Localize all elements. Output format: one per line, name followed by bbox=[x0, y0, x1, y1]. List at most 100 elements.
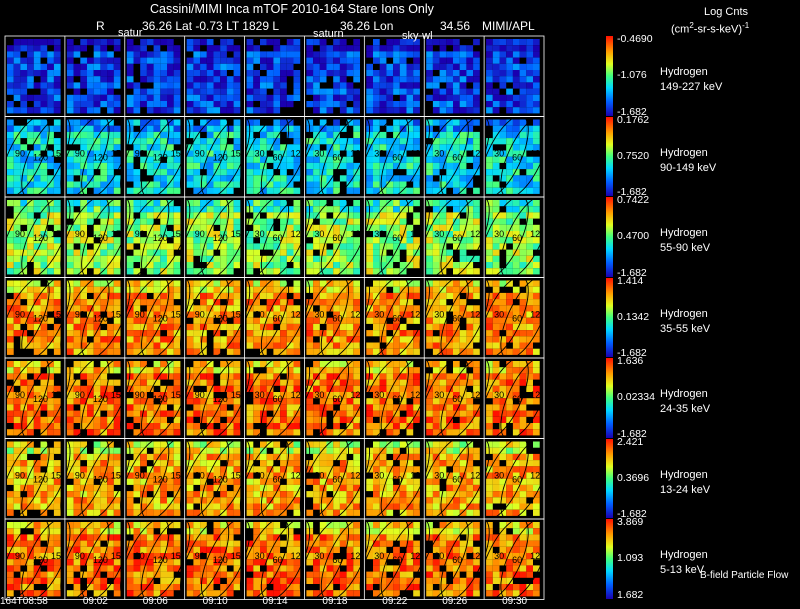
heatmap-cell bbox=[193, 565, 201, 572]
heatmap-cell bbox=[280, 361, 287, 368]
heatmap-cell bbox=[93, 398, 101, 405]
heatmap-cell bbox=[253, 200, 260, 207]
heatmap-cell bbox=[213, 385, 221, 392]
heatmap-cell bbox=[146, 305, 154, 312]
heatmap-cell bbox=[53, 125, 61, 132]
heatmap-cell bbox=[186, 119, 194, 126]
heatmap-cell bbox=[366, 218, 373, 225]
heatmap-cell bbox=[266, 70, 274, 77]
heatmap-cell bbox=[160, 212, 167, 219]
heatmap-cell bbox=[286, 472, 294, 479]
heatmap-cell bbox=[100, 119, 108, 126]
heatmap-cell bbox=[193, 243, 201, 250]
heatmap-cell bbox=[319, 330, 327, 337]
heatmap-cell bbox=[173, 466, 181, 473]
heatmap-cell bbox=[173, 460, 181, 467]
heatmap-cell bbox=[426, 385, 433, 392]
heatmap-cell bbox=[499, 379, 507, 386]
heatmap-cell bbox=[193, 138, 201, 145]
heatmap-cell bbox=[533, 156, 540, 163]
heatmap-cell bbox=[333, 484, 340, 492]
heatmap-cell bbox=[353, 367, 360, 374]
heatmap-cell bbox=[93, 460, 101, 467]
heatmap-cell bbox=[333, 237, 340, 244]
heatmap-cell bbox=[266, 416, 274, 423]
heatmap-cell bbox=[186, 311, 194, 318]
heatmap-cell bbox=[519, 342, 527, 349]
heatmap-cell bbox=[73, 336, 81, 343]
heatmap-cell bbox=[260, 497, 267, 504]
heatmap-cell bbox=[160, 63, 167, 70]
heatmap-cell bbox=[512, 410, 520, 417]
heatmap-cell bbox=[100, 224, 108, 231]
heatmap-cell bbox=[40, 63, 48, 70]
heatmap-cell bbox=[20, 88, 28, 95]
heatmap-cell bbox=[512, 156, 520, 163]
heatmap-cell bbox=[213, 162, 221, 170]
heatmap-cell bbox=[220, 398, 227, 405]
heatmap-cell bbox=[13, 286, 21, 293]
heatmap-cell bbox=[346, 280, 354, 287]
heatmap-cell bbox=[33, 503, 41, 510]
heatmap-cell bbox=[193, 447, 201, 454]
heatmap-cell bbox=[486, 144, 493, 151]
heatmap-cell bbox=[126, 590, 134, 597]
heatmap-cell bbox=[33, 373, 41, 380]
heatmap-cell bbox=[486, 441, 493, 448]
heatmap-cell bbox=[266, 255, 274, 262]
heatmap-cell bbox=[260, 509, 267, 516]
heatmap-cell bbox=[319, 125, 327, 132]
heatmap-cell bbox=[533, 361, 540, 368]
heatmap-cell bbox=[386, 162, 394, 170]
heatmap-cell bbox=[167, 410, 174, 417]
heatmap-cell bbox=[20, 522, 28, 529]
heatmap-cell bbox=[107, 268, 114, 275]
heatmap-cell bbox=[213, 82, 221, 89]
heatmap-cell bbox=[459, 224, 467, 231]
heatmap-cell bbox=[446, 262, 453, 269]
heatmap-cell bbox=[333, 361, 340, 368]
heatmap-cell bbox=[233, 212, 241, 219]
heatmap-cell bbox=[200, 336, 207, 343]
heatmap-cell bbox=[280, 503, 287, 510]
heatmap-cell bbox=[226, 559, 234, 566]
heatmap-cell bbox=[313, 484, 320, 492]
heatmap-cell bbox=[260, 460, 267, 467]
heatmap-cell bbox=[413, 379, 420, 386]
heatmap-cell bbox=[246, 299, 254, 306]
heatmap-cell bbox=[306, 379, 314, 386]
heatmap-cell bbox=[213, 200, 221, 207]
heatmap-cell bbox=[366, 268, 373, 275]
heatmap-cell bbox=[386, 255, 394, 262]
heatmap-cell bbox=[526, 286, 533, 293]
heatmap-cell bbox=[353, 131, 360, 139]
heatmap-cell bbox=[346, 509, 354, 516]
heatmap-cell bbox=[492, 218, 500, 225]
heatmap-cell bbox=[466, 429, 474, 436]
heatmap-cell bbox=[266, 292, 274, 300]
heatmap-cell bbox=[319, 385, 327, 392]
heatmap-cell bbox=[432, 497, 440, 504]
heatmap-cell bbox=[200, 125, 207, 132]
heatmap-cell bbox=[226, 150, 234, 157]
heatmap-cell bbox=[426, 491, 433, 498]
heatmap-cell bbox=[313, 76, 320, 83]
heatmap-cell bbox=[20, 150, 28, 157]
heatmap-cell bbox=[40, 385, 48, 392]
heatmap-cell bbox=[432, 268, 440, 275]
heatmap-cell bbox=[313, 57, 320, 64]
heatmap-cell bbox=[499, 416, 507, 423]
heatmap-cell bbox=[47, 150, 54, 157]
heatmap-cell bbox=[506, 169, 513, 176]
heatmap-cell bbox=[473, 447, 480, 454]
heatmap-cell bbox=[260, 478, 267, 485]
heatmap-cell bbox=[113, 305, 121, 312]
heatmap-cell bbox=[226, 156, 234, 163]
heatmap-cell bbox=[33, 546, 41, 553]
heatmap-cell bbox=[406, 342, 414, 349]
heatmap-cell bbox=[200, 373, 207, 380]
heatmap-cell bbox=[160, 565, 167, 572]
heatmap-cell bbox=[13, 200, 21, 207]
heatmap-cell bbox=[206, 509, 214, 516]
heatmap-cell bbox=[293, 385, 301, 392]
